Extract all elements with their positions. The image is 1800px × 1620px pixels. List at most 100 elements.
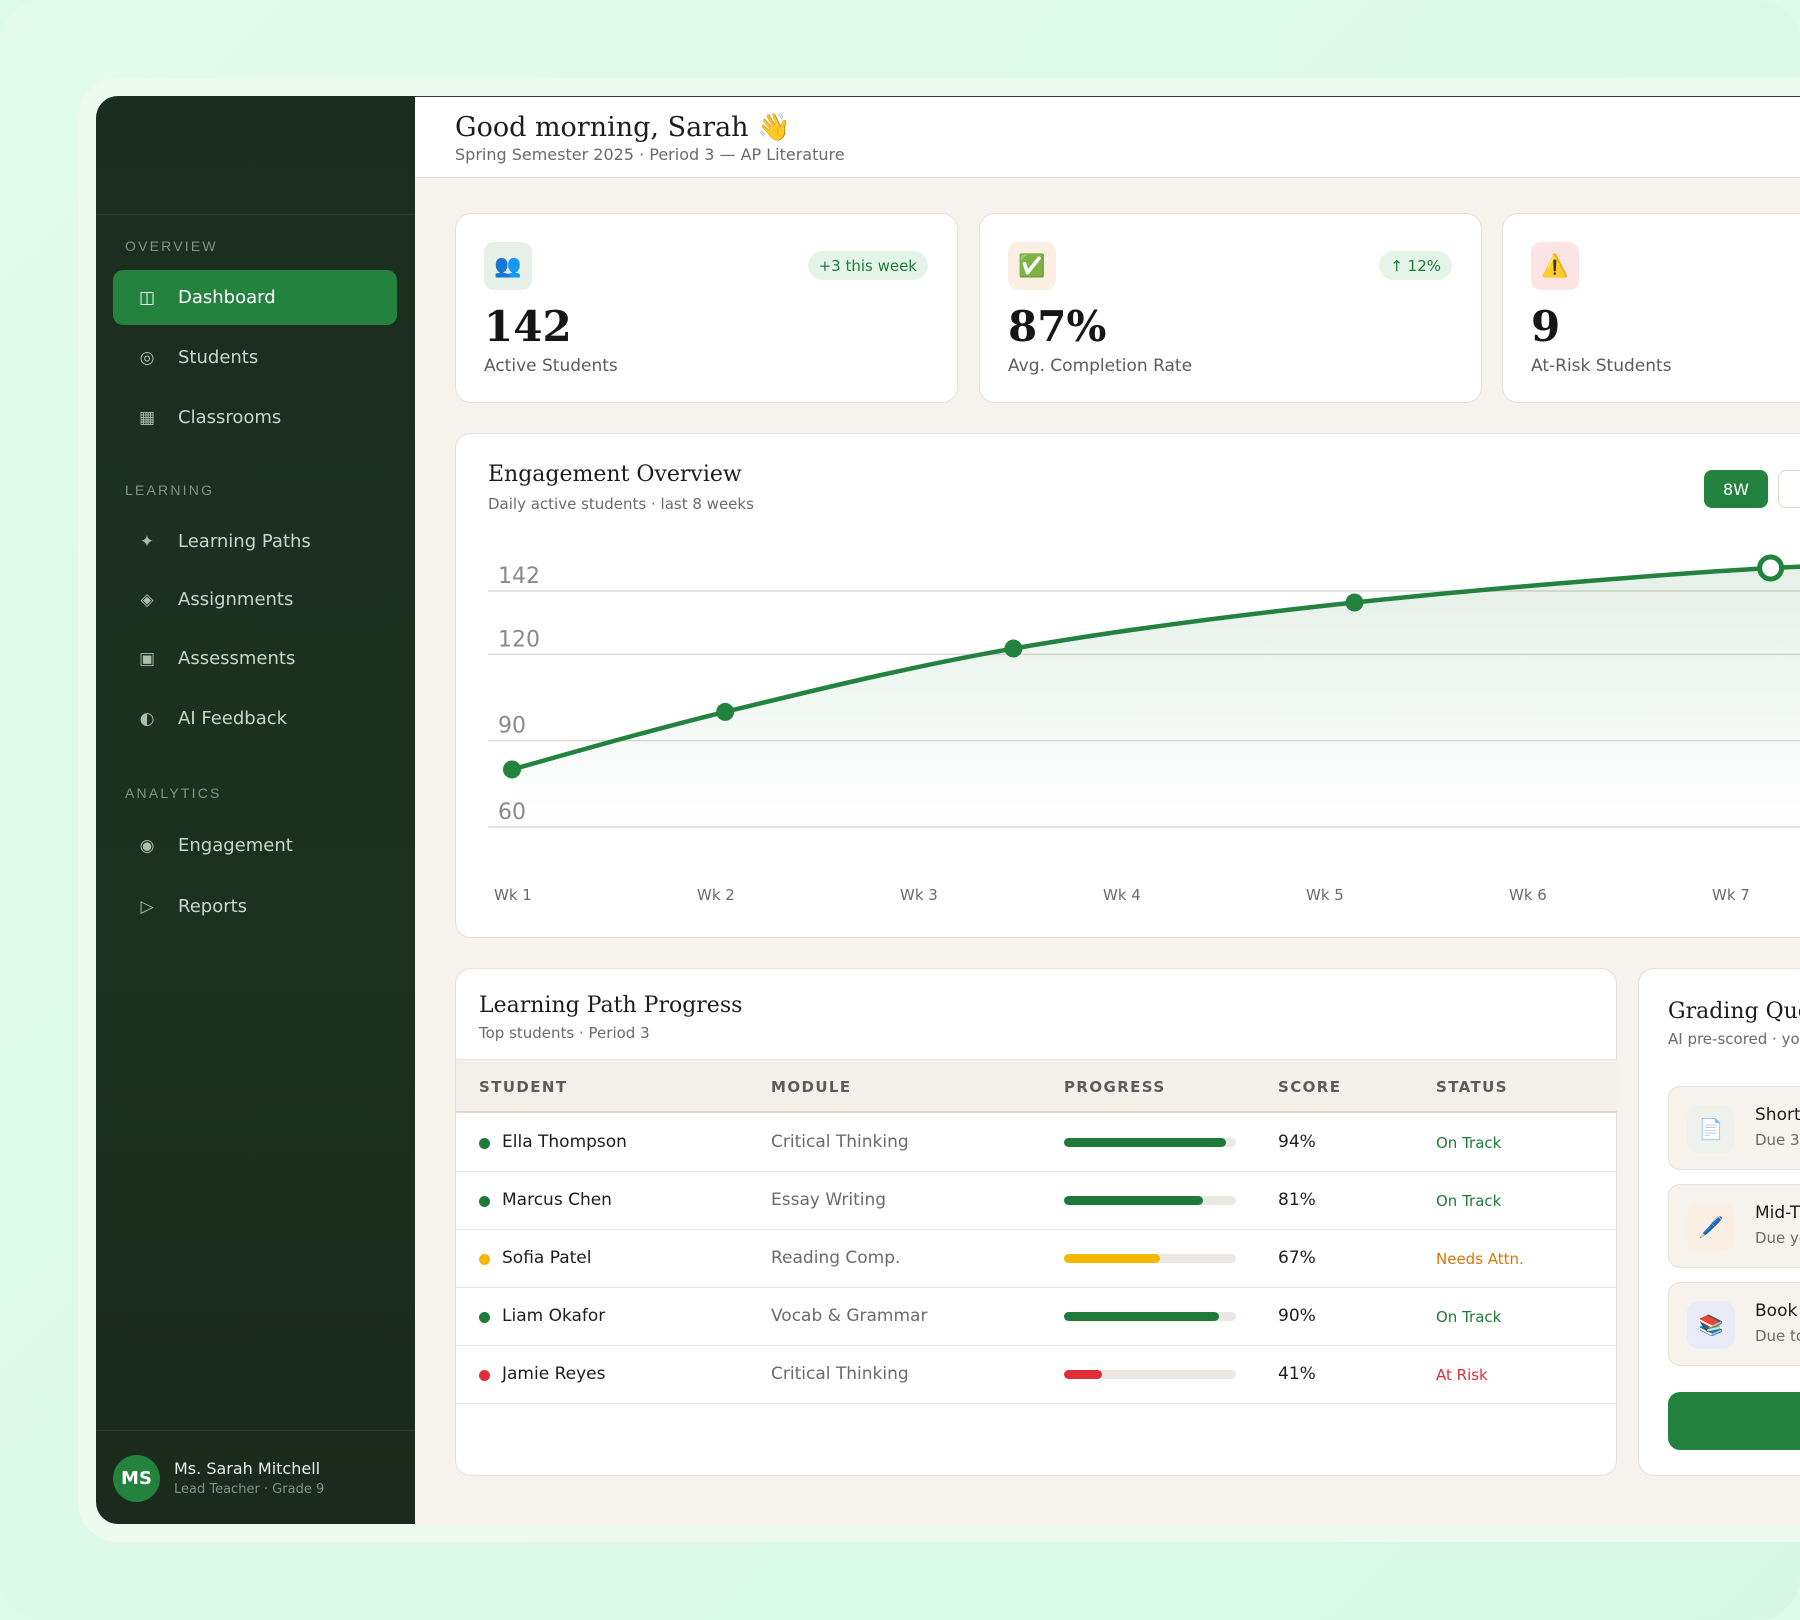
grade-all-button[interactable] [1668, 1392, 1800, 1450]
sidebar-item-assessments[interactable]: ▣ Assessments [113, 631, 397, 686]
table-row[interactable]: Jamie Reyes Critical Thinking 41% At Risk [456, 1346, 1617, 1404]
range-3-button[interactable]: 3 [1778, 470, 1800, 508]
col-module[interactable]: MODULE [771, 1078, 852, 1096]
score-value: 94% [1278, 1132, 1316, 1152]
progress-bar [1064, 1138, 1236, 1147]
table-header: STUDENT MODULE PROGRESS SCORE STATUS [456, 1059, 1617, 1113]
progress-bar [1064, 1312, 1236, 1321]
status-dot [479, 1196, 490, 1207]
engagement-card: Engagement Overview Daily active student… [455, 433, 1800, 938]
col-score[interactable]: SCORE [1278, 1078, 1342, 1096]
student-name[interactable]: Sofia Patel [502, 1248, 592, 1268]
chart-title: Engagement Overview [488, 462, 742, 487]
data-point [716, 702, 735, 721]
stat-card-active-students: 👥 +3 this week 142 Active Students [455, 213, 958, 403]
score-value: 67% [1278, 1248, 1316, 1268]
status-dot [479, 1312, 490, 1323]
range-8w-button[interactable]: 8W [1704, 470, 1768, 508]
module-name: Reading Comp. [771, 1248, 901, 1268]
stat-value: 9 [1531, 302, 1561, 351]
play-icon: ▷ [140, 896, 154, 917]
sidebar-item-label: Reports [178, 896, 248, 917]
x-tick-label: Wk 5 [1306, 886, 1344, 904]
grading-item-due: Due yo [1755, 1229, 1800, 1247]
grading-item-name: Book [1755, 1301, 1798, 1321]
table-row[interactable]: Marcus Chen Essay Writing 81% On Track [456, 1172, 1617, 1230]
col-progress[interactable]: PROGRESS [1064, 1078, 1166, 1096]
progress-fill [1064, 1312, 1219, 1321]
sidebar-item-label: Learning Paths [178, 531, 311, 552]
module-name: Essay Writing [771, 1190, 887, 1210]
x-tick-label: Wk 2 [697, 886, 735, 904]
table-row[interactable]: Sofia Patel Reading Comp. 67% Needs Attn. [456, 1230, 1617, 1288]
grading-title: Grading Queue [1668, 999, 1800, 1024]
module-name: Critical Thinking [771, 1364, 909, 1384]
sidebar-item-label: AI Feedback [178, 708, 288, 729]
score-value: 90% [1278, 1306, 1316, 1326]
half-circle-icon: ◐ [139, 708, 155, 729]
avatar[interactable]: MS [113, 1455, 160, 1502]
engagement-chart: 1421209060Wk 1Wk 2Wk 3Wk 4Wk 5Wk 6Wk 7 [488, 554, 1800, 904]
col-student[interactable]: STUDENT [479, 1078, 568, 1096]
document-icon: 📄 [1687, 1105, 1735, 1153]
progress-bar [1064, 1370, 1236, 1379]
chart-subtitle: Daily active students · last 8 weeks [488, 495, 754, 513]
area-fill [512, 566, 1800, 827]
sidebar-item-dashboard[interactable]: ◫ Dashboard [113, 270, 397, 325]
page-title: Good morning, Sarah 👋 [455, 112, 791, 143]
sidebar-item-learning-paths[interactable]: ✦ Learning Paths [113, 514, 397, 569]
table-row[interactable]: Liam Okafor Vocab & Grammar 90% On Track [456, 1288, 1617, 1346]
sidebar-item-reports[interactable]: ▷ Reports [113, 879, 397, 934]
sidebar-item-students[interactable]: ◎ Students [113, 330, 397, 385]
user-role: Lead Teacher · Grade 9 [174, 1482, 325, 1497]
module-name: Vocab & Grammar [771, 1306, 928, 1326]
stat-badge: ↑ 12% [1379, 251, 1452, 280]
sidebar-item-assignments[interactable]: ◈ Assignments [113, 572, 397, 627]
sidebar-item-label: Assessments [178, 648, 296, 669]
dashboard-icon: ◫ [138, 287, 156, 308]
status-badge: At Risk [1436, 1366, 1488, 1384]
grading-item-due: Due to [1755, 1327, 1800, 1345]
student-name[interactable]: Liam Okafor [502, 1306, 606, 1326]
data-point [1004, 639, 1023, 658]
student-name[interactable]: Marcus Chen [502, 1190, 612, 1210]
score-value: 41% [1278, 1364, 1316, 1384]
section-analytics: ANALYTICS [125, 785, 222, 801]
grading-item-due: Due 3 [1755, 1131, 1800, 1149]
x-tick-label: Wk 6 [1509, 886, 1547, 904]
stat-badge: +3 this week [807, 251, 928, 280]
warning-icon: ⚠️ [1531, 242, 1579, 290]
stat-label: Avg. Completion Rate [1008, 356, 1193, 376]
sidebar-item-engagement[interactable]: ◉ Engagement [113, 818, 397, 873]
square-icon: ▣ [138, 648, 156, 669]
sidebar-item-ai-feedback[interactable]: ◐ AI Feedback [113, 691, 397, 746]
col-status[interactable]: STATUS [1436, 1078, 1508, 1096]
x-tick-label: Wk 3 [900, 886, 938, 904]
grading-item[interactable]: 📚 Book Due to [1668, 1282, 1800, 1366]
sparkle-icon: ✦ [139, 531, 155, 552]
grading-item[interactable]: 🖊️ Mid-T Due yo [1668, 1184, 1800, 1268]
page-header: Good morning, Sarah 👋 Spring Semester 20… [415, 96, 1800, 178]
users-icon: 👥 [484, 242, 532, 290]
student-name[interactable]: Jamie Reyes [502, 1364, 606, 1384]
sidebar-item-label: Classrooms [178, 407, 282, 428]
grading-subtitle: AI pre-scored · you [1668, 1030, 1800, 1048]
status-dot [479, 1370, 490, 1381]
section-learning: LEARNING [125, 482, 215, 498]
x-tick-label: Wk 1 [494, 886, 532, 904]
user-profile[interactable]: MS Ms. Sarah Mitchell Lead Teacher · Gra… [96, 1430, 415, 1524]
stat-card-at-risk: ⚠️ 9 At-Risk Students [1502, 213, 1800, 403]
student-name[interactable]: Ella Thompson [502, 1132, 627, 1152]
grading-item[interactable]: 📄 Short Due 3 [1668, 1086, 1800, 1170]
sidebar: OVERVIEW ◫ Dashboard ◎ Students ▦ Classr… [96, 96, 415, 1524]
table-row[interactable]: Ella Thompson Critical Thinking 94% On Trac… [456, 1114, 1617, 1172]
classrooms-icon: ▦ [138, 407, 156, 428]
target-icon: ◉ [139, 835, 155, 856]
module-name: Critical Thinking [771, 1132, 909, 1152]
stat-card-completion: ✅ ↑ 12% 87% Avg. Completion Rate [979, 213, 1482, 403]
learning-path-card: Learning Path Progress Top students · Pe… [455, 968, 1617, 1476]
app-window: OVERVIEW ◫ Dashboard ◎ Students ▦ Classr… [96, 96, 1800, 1524]
sidebar-item-classrooms[interactable]: ▦ Classrooms [113, 390, 397, 445]
x-tick-label: Wk 7 [1712, 886, 1750, 904]
page-subtitle: Spring Semester 2025 · Period 3 — AP Lit… [455, 145, 845, 164]
